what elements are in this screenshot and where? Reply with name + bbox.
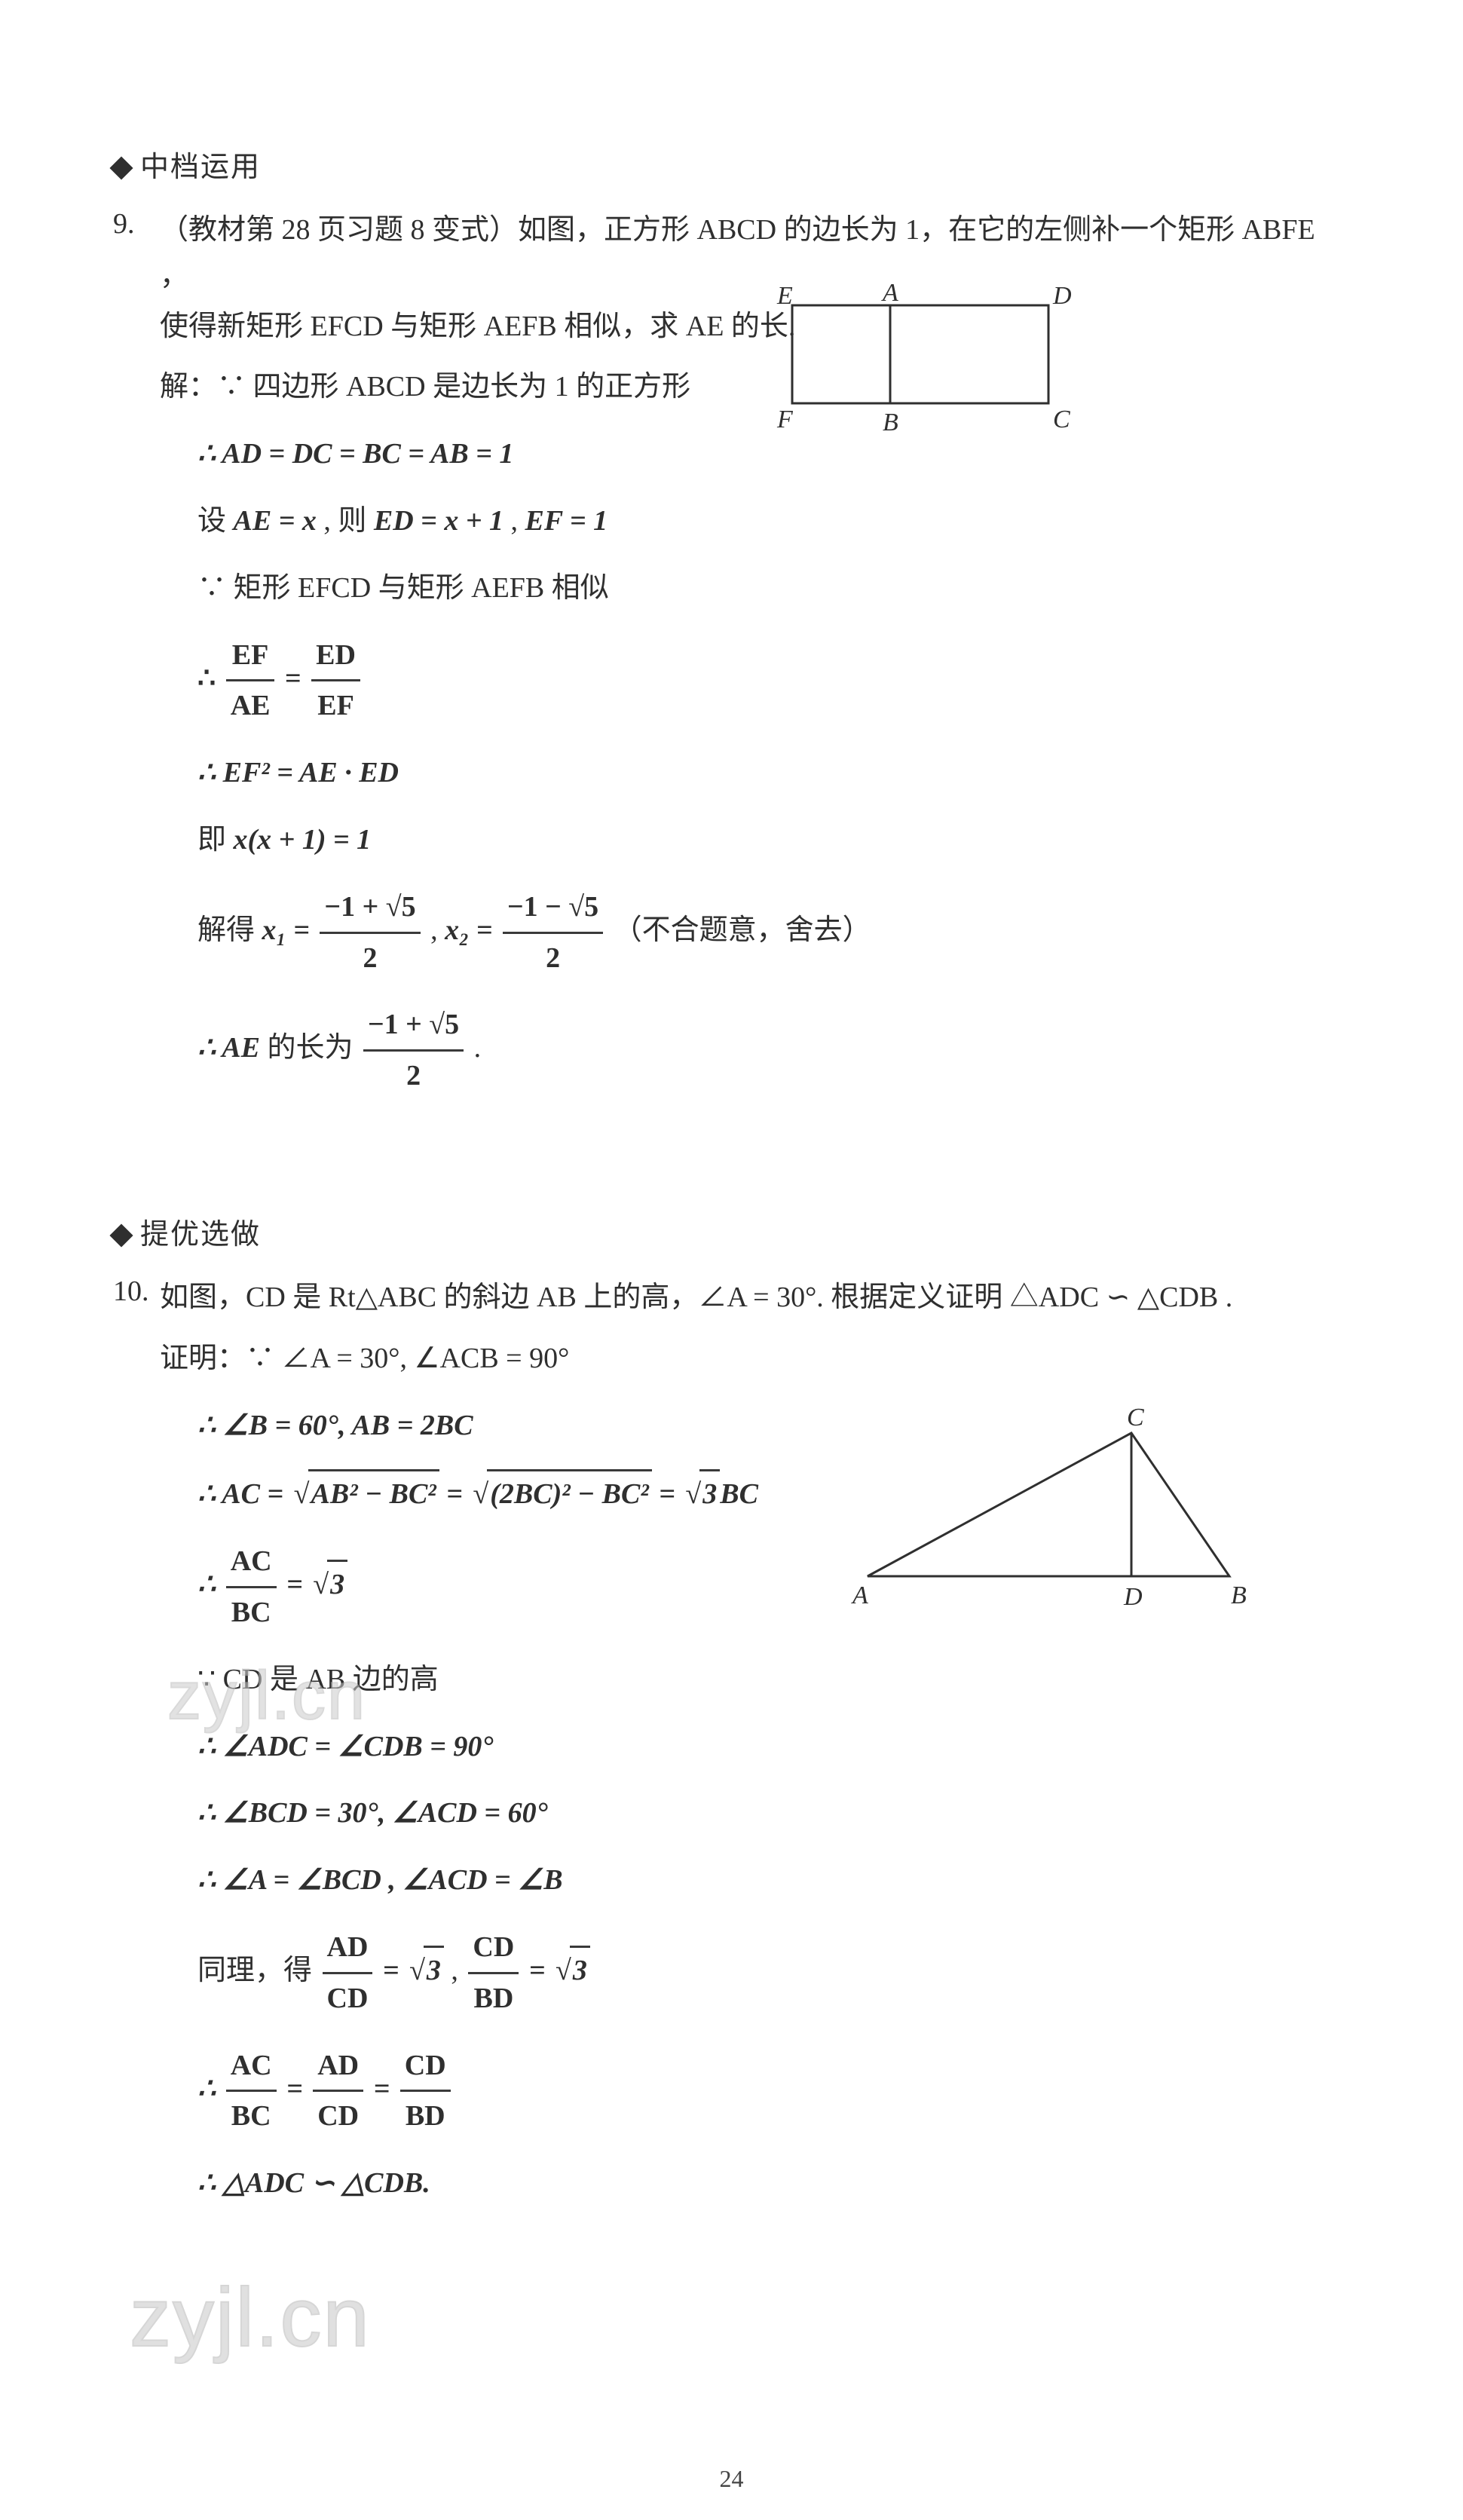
- section-heading-adv: 提优选做: [113, 1211, 1350, 1252]
- sol-line: ∴ ∠ADC = ∠CDB = 90°: [197, 1724, 1350, 1770]
- page-number: 24: [0, 2465, 1463, 2493]
- problem-body: （教材第 28 页习题 8 变式）如图，正方形 ABCD 的边长为 1，在它的左…: [160, 207, 1350, 1120]
- problem-number: 9.: [113, 207, 160, 1120]
- svg-text:E: E: [776, 283, 793, 310]
- fraction: −1 − √52: [503, 884, 603, 981]
- sqrt: 3: [310, 1560, 347, 1608]
- figure-rect-svg: E A D F B C: [762, 283, 1079, 433]
- sol-lead: 证明：∵ ∠A = 30°, ∠ACB = 90°: [160, 1336, 1350, 1382]
- watermark-text: zyjl.cn: [167, 1642, 366, 1750]
- stmt-line: 使得新矩形 EFCD 与矩形 AEFB 相似，求 AE 的长.: [160, 304, 1350, 350]
- watermark-text: zyjl.cn: [130, 2271, 371, 2364]
- section-heading-mid: 中档运用: [113, 143, 1350, 185]
- fraction: CDBD: [468, 1924, 519, 2022]
- fraction: −1 + √52: [363, 1002, 464, 1099]
- sol-line: ∴ ACBC = ADCD = CDBD: [197, 2043, 1350, 2140]
- problem-9: 9. （教材第 28 页习题 8 变式）如图，正方形 ABCD 的边长为 1，在…: [113, 207, 1350, 1120]
- svg-text:B: B: [883, 409, 898, 433]
- fraction: −1 + √52: [320, 884, 420, 981]
- svg-text:A: A: [851, 1582, 868, 1609]
- sol-line: 即 x(x + 1) = 1: [197, 817, 1350, 863]
- fraction: EFAE: [226, 632, 275, 730]
- svg-text:D: D: [1123, 1583, 1143, 1611]
- svg-text:A: A: [881, 283, 898, 307]
- figure-triangle: A D B C: [837, 1403, 1259, 1633]
- problem-number: 10.: [113, 1275, 160, 2384]
- problem-10: 10. 如图，CD 是 Rt△ABC 的斜边 AB 上的高，∠A = 30°. …: [113, 1275, 1350, 2384]
- fraction: EDEF: [311, 632, 360, 730]
- fraction: ACBC: [226, 2043, 277, 2140]
- sol-lead: 解：∵ 四边形 ABCD 是边长为 1 的正方形: [160, 364, 1350, 410]
- sol-line: ∴ EF² = AE · ED: [197, 750, 1350, 796]
- sqrt: 3: [406, 1946, 444, 1994]
- section-heading-adv-text: 提优选做: [140, 1219, 261, 1251]
- sqrt: (2BC)² − BC²: [470, 1469, 651, 1517]
- fraction: ACBC: [226, 1539, 277, 1636]
- figure-rect: E A D F B C: [762, 283, 1079, 437]
- sol-line: ∴ EFAE = EDEF: [197, 632, 1350, 730]
- svg-text:C: C: [1053, 406, 1070, 433]
- figure-triangle-svg: A D B C: [837, 1403, 1259, 1629]
- diamond-icon: [109, 157, 133, 180]
- sol-line: ∴ AE 的长为 −1 + √52 .: [197, 1002, 1350, 1099]
- svg-text:C: C: [1127, 1404, 1144, 1431]
- sol-line: ∴ AD = DC = BC = AB = 1: [197, 431, 1350, 477]
- sol-line: 解得 x₁ = −1 + √52 , x₂ = −1 − √52 （不合题意，舍…: [197, 884, 1350, 981]
- sqrt: 3: [682, 1469, 720, 1517]
- sol-line: ∵ 矩形 EFCD 与矩形 AEFB 相似: [197, 565, 1350, 611]
- stmt-line: 如图，CD 是 Rt△ABC 的斜边 AB 上的高，∠A = 30°. 根据定义…: [160, 1275, 1350, 1321]
- solution-9: 解：∵ 四边形 ABCD 是边长为 1 的正方形 ∴ AD = DC = BC …: [160, 364, 1350, 1099]
- svg-text:B: B: [1231, 1582, 1247, 1609]
- sol-line: ∴ ∠A = ∠BCD , ∠ACD = ∠B: [197, 1857, 1350, 1903]
- sqrt: 3: [552, 1946, 590, 1994]
- sol-line: ∴ △ADC ∽ △CDB.: [197, 2160, 1350, 2206]
- sol-line: 设 AE = x , 则 ED = x + 1 , EF = 1: [197, 498, 1350, 544]
- diamond-icon: [109, 1224, 133, 1248]
- sol-line: 同理，得 ADCD = 3 , CDBD = 3: [197, 1924, 1350, 2022]
- fraction: ADCD: [323, 1924, 373, 2022]
- watermark-bottom-wrap: zyjl.cn: [130, 2252, 1350, 2384]
- stmt-line: （教材第 28 页习题 8 变式）如图，正方形 ABCD 的边长为 1，在它的左…: [160, 207, 1350, 299]
- sol-line: ∴ ∠BCD = 30°, ∠ACD = 60°: [197, 1790, 1350, 1836]
- sqrt: AB² − BC²: [291, 1469, 439, 1517]
- fraction: ADCD: [313, 2043, 363, 2140]
- page: 中档运用 9. （教材第 28 页习题 8 变式）如图，正方形 ABCD 的边长…: [0, 0, 1463, 2520]
- svg-text:F: F: [776, 406, 794, 433]
- svg-text:D: D: [1052, 283, 1072, 310]
- fraction: CDBD: [400, 2043, 451, 2140]
- section-heading-mid-text: 中档运用: [140, 152, 261, 183]
- sol-line-watermark: ∵ CD 是 AB 边的高 zyjl.cn: [197, 1657, 1350, 1703]
